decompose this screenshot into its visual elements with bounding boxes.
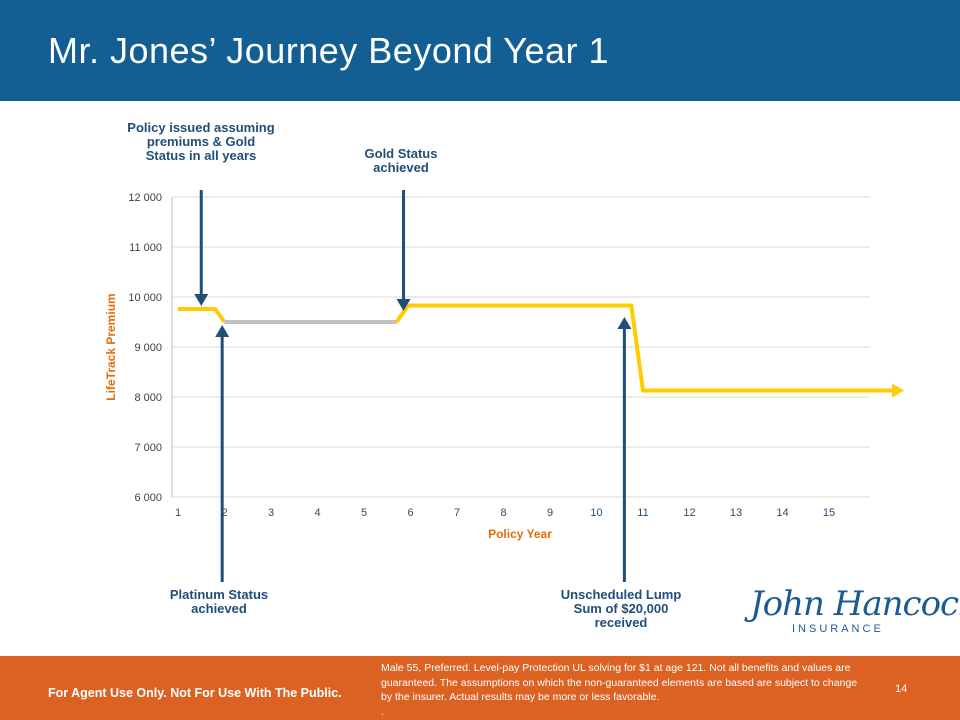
series-end-arrowhead [892, 383, 905, 398]
chart-series [178, 303, 905, 398]
x-tick-label: 11 [637, 507, 648, 519]
footer-disclaimer: Male 55, Preferred. Level-pay Protection… [381, 661, 866, 719]
logo-script: John Hancock. [750, 584, 960, 624]
x-tick-label: 3 [268, 507, 274, 519]
callout-platinum-status: Platinum Status achieved [169, 587, 269, 616]
x-tick-label: 14 [776, 507, 788, 519]
x-tick-label: 2 [221, 507, 227, 519]
x-tick-label: 8 [500, 507, 506, 519]
x-axis-label: Policy Year [488, 527, 552, 541]
callout-lump-sum: Unscheduled Lump Sum of $20,000 received [560, 587, 682, 630]
x-tick-label: 10 [590, 507, 602, 519]
annotation-arrowhead-platinum_status [215, 325, 230, 337]
annotation-arrows [194, 190, 632, 582]
x-tick-label: 4 [314, 507, 320, 519]
page-number: 14 [895, 683, 908, 695]
annotation-arrowhead-gold_status [396, 299, 411, 311]
annotation-arrowhead-lump_sum [617, 317, 632, 329]
y-tick-label: 10 000 [128, 292, 162, 304]
x-tick-label: 15 [823, 507, 835, 519]
y-axis-label: LifeTrack Premium [104, 293, 118, 400]
x-tick-labels: 1 2 3 4 5 6 7 8 9 10 11 12 13 14 15 [175, 507, 835, 519]
logo-subtitle: INSURANCE [792, 623, 884, 635]
x-tick-label: 12 [683, 507, 695, 519]
series-line-3 [394, 303, 895, 393]
callout-policy-issued: Policy issued assuming premiums & Gold S… [127, 120, 275, 163]
y-tick-label: 8 000 [134, 392, 162, 404]
x-tick-label: 1 [175, 507, 181, 519]
y-tick-label: 12 000 [128, 192, 162, 204]
x-tick-label: 7 [454, 507, 460, 519]
y-tick-label: 11 000 [129, 242, 162, 254]
y-tick-labels: 6 000 7 000 8 000 9 000 10 000 11 000 12 000 [128, 192, 162, 504]
x-tick-label: 6 [407, 507, 413, 519]
john-hancock-logo: John Hancock. INSURANCE [748, 584, 960, 644]
disclaimer-tail: . [381, 705, 384, 718]
y-tick-label: 7 000 [134, 442, 162, 454]
header-bar: Mr. Jones’ Journey Beyond Year 1 [0, 0, 960, 101]
annotation-arrowhead-policy_issued [194, 294, 209, 306]
page-title: Mr. Jones’ Journey Beyond Year 1 [48, 30, 610, 71]
x-tick-label: 13 [730, 507, 742, 519]
footer-bar: For Agent Use Only. Not For Use With The… [0, 656, 960, 720]
y-tick-label: 9 000 [134, 342, 162, 354]
x-tick-label: 9 [547, 507, 553, 519]
disclaimer-text: Male 55, Preferred. Level-pay Protection… [381, 662, 858, 703]
y-tick-label: 6 000 [134, 492, 162, 504]
callout-gold-status: Gold Status achieved [364, 146, 438, 175]
series-line-1 [178, 307, 227, 324]
chart-gridlines [171, 196, 870, 498]
footer-notice: For Agent Use Only. Not For Use With The… [48, 686, 342, 700]
premium-line-chart: 6 000 7 000 8 000 9 000 10 000 11 000 12 000 1… [104, 190, 905, 582]
x-tick-label: 5 [361, 507, 367, 519]
